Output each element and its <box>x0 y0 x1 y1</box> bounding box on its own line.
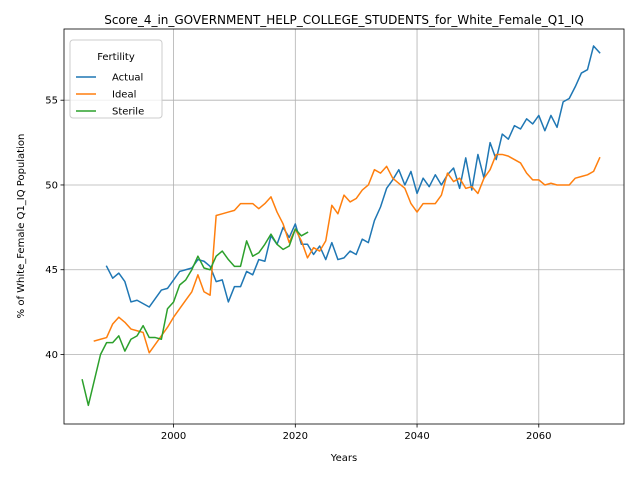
y-axis-label: % of White_Female Q1_IQ Population <box>16 134 27 319</box>
x-axis-label: Years <box>330 453 357 464</box>
series-line-ideal <box>93 153 601 354</box>
legend-title: Fertility <box>97 52 135 63</box>
legend: Fertility Actual Ideal Sterile <box>69 39 163 119</box>
series-layer <box>81 45 601 407</box>
legend-entries: Actual Ideal Sterile <box>76 73 144 118</box>
x-tick-label: 2040 <box>404 431 429 442</box>
series-line-sterile <box>81 228 309 407</box>
legend-label-sterile: Sterile <box>112 107 144 118</box>
y-tick-label: 40 <box>45 350 58 361</box>
y-tick-label: 50 <box>45 180 58 191</box>
series-line-actual <box>105 45 601 308</box>
ticks: 2000 2020 2040 2060 40 45 50 55 <box>45 96 551 442</box>
y-tick-label: 45 <box>45 265 58 276</box>
x-tick-label: 2020 <box>283 431 308 442</box>
legend-label-actual: Actual <box>112 73 143 84</box>
legend-box <box>69 39 163 119</box>
chart-title: Score_4_in_GOVERNMENT_HELP_COLLEGE_STUDE… <box>104 13 584 27</box>
y-tick-label: 55 <box>45 96 58 107</box>
x-tick-label: 2060 <box>526 431 551 442</box>
plot-frame <box>63 28 625 425</box>
legend-label-ideal: Ideal <box>112 90 136 101</box>
x-tick-label: 2000 <box>161 431 186 442</box>
